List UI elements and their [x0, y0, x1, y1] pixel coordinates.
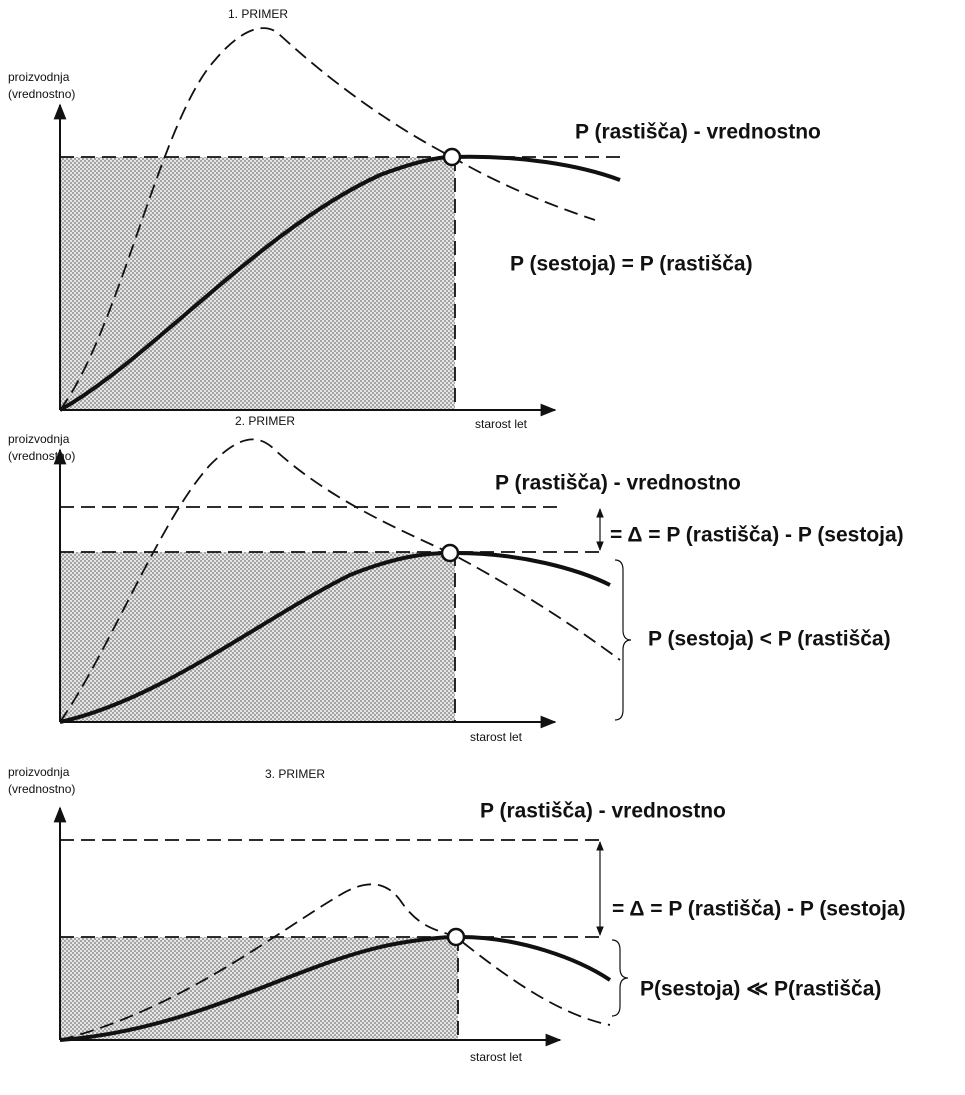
shaded-area: [60, 157, 455, 410]
annotation: = Δ = P (rastišča) - P (sestoja): [610, 524, 904, 547]
y-label: (vrednostno): [8, 87, 75, 101]
dashed-curve: [59, 438, 621, 723]
annotation: P (sestoja) = P (rastišča): [510, 253, 753, 276]
y-label: (vrednostno): [8, 782, 75, 796]
y-label: proizvodnja: [8, 765, 70, 779]
annotation: P (sestoja) < P (rastišča): [648, 628, 891, 651]
intersection: [446, 927, 466, 947]
y-label: proizvodnja: [8, 70, 70, 84]
dashed-curve: [59, 883, 611, 1041]
solid-curve: [59, 550, 611, 724]
x-label: starost let: [470, 730, 523, 744]
x-label: starost let: [475, 417, 528, 431]
brace: [611, 939, 629, 1017]
panel-2: 2. PRIMER proizvodnja (vrednostno) staro…: [8, 414, 904, 744]
intersection: [440, 543, 460, 563]
x-label: starost let: [470, 1050, 523, 1064]
annotation: P (rastišča) - vrednostno: [575, 121, 821, 144]
shaded-area: [60, 552, 455, 722]
annotation: P(sestoja) ≪ P(rastišča): [640, 978, 881, 1001]
intersection: [442, 147, 462, 167]
dashed-curve: [59, 27, 596, 411]
brace: [614, 559, 632, 721]
panel-1: 1. PRIMER proizvodnja (vrednostno) staro…: [8, 7, 821, 431]
annotation: P (rastišča) - vrednostno: [480, 800, 726, 823]
panel-title: 2. PRIMER: [235, 414, 295, 428]
solid-curve: [59, 934, 612, 1042]
annotation: P (rastišča) - vrednostno: [495, 472, 741, 495]
panel-title: 3. PRIMER: [265, 767, 325, 781]
y-label: (vrednostno): [8, 449, 75, 463]
solid-curve: [59, 154, 621, 412]
annotation: = Δ = P (rastišča) - P (sestoja): [612, 898, 906, 921]
panel-title: 1. PRIMER: [228, 7, 288, 21]
panel-3: 3. PRIMER proizvodnja (vrednostno) staro…: [8, 765, 906, 1064]
y-label: proizvodnja: [8, 432, 70, 446]
